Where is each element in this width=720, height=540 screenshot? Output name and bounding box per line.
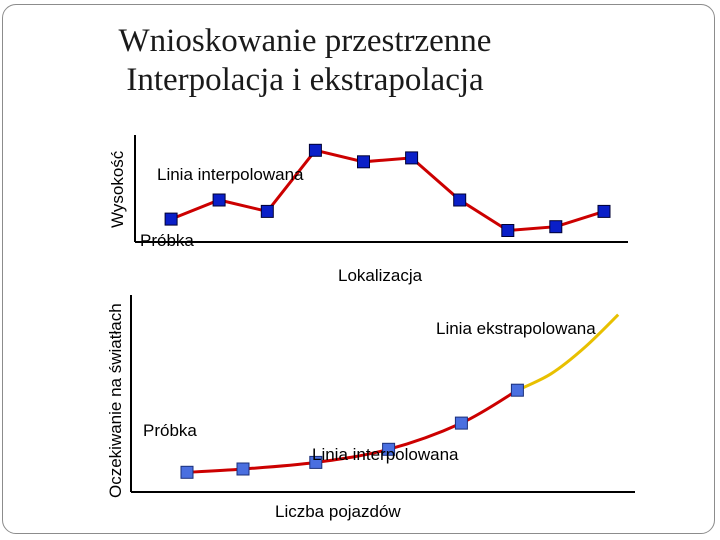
bottom-sample-point	[236, 462, 250, 476]
bottom-sample-point	[454, 416, 468, 430]
top-sample-point	[549, 220, 563, 234]
slide-frame	[2, 4, 715, 534]
top-y-label: Wysokość	[108, 150, 127, 228]
top-sample-point	[212, 193, 226, 207]
bottom-y-label: Oczekiwanie na światłach	[106, 303, 125, 498]
slide-title: Wnioskowanie przestrzenne Interpolacja i…	[0, 22, 610, 100]
bottom-sample-point	[309, 455, 323, 469]
top-interpolation-line	[170, 148, 605, 233]
title-line-1: Wnioskowanie przestrzenne	[118, 23, 492, 59]
top-sample-label: Próbka	[140, 231, 194, 250]
top-sample-point	[260, 204, 274, 218]
bottom-sample-point	[382, 442, 396, 456]
top-sample-point	[597, 204, 611, 218]
bottom-line-label: Linia interpolowana	[312, 445, 459, 464]
title-line-2: Interpolacja i ekstrapolacja	[126, 62, 484, 98]
top-sample-point	[357, 155, 370, 169]
bottom-extrapolation-label: Linia ekstrapolowana	[436, 319, 596, 338]
bottom-sample-point	[180, 465, 194, 479]
top-sample-point	[453, 193, 467, 207]
top-sample-point	[405, 151, 419, 165]
top-x-label: Lokalizacja	[338, 266, 423, 285]
top-sample-point	[501, 224, 515, 237]
bottom-x-label: Liczba pojazdów	[275, 502, 401, 521]
top-sample-point	[164, 212, 178, 226]
bottom-sample-label: Próbka	[143, 421, 197, 440]
top-line-label: Linia interpolowana	[157, 165, 304, 184]
bottom-sample-point	[510, 383, 524, 397]
top-sample-point	[308, 143, 322, 157]
bottom-extrapolation-line	[516, 313, 620, 392]
